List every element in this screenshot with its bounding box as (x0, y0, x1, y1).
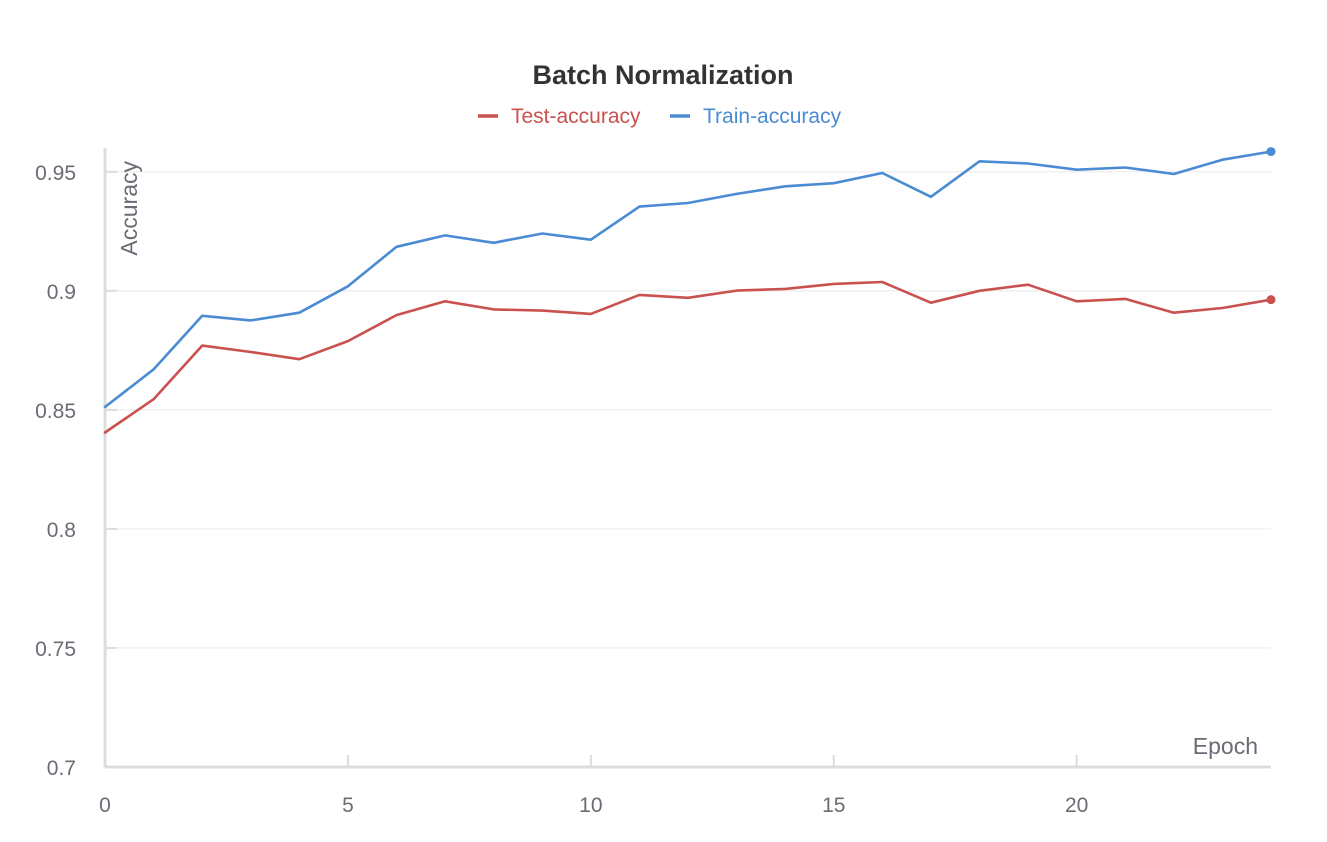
x-axis-ticks: 0 5 10 15 20 (99, 755, 1088, 817)
x-tick-label: 0 (99, 794, 111, 817)
chart-title: Batch Normalization (532, 60, 793, 90)
y-tick-label: 0.8 (47, 519, 76, 542)
y-axis-title: Accuracy (116, 161, 142, 256)
grid-lines (105, 171, 1271, 649)
x-tick-label: 5 (342, 794, 354, 817)
y-axis-ticks: 0.7 0.75 0.8 0.85 0.9 0.95 (35, 162, 117, 780)
axes (103, 148, 1271, 769)
series-line-test-accuracy (103, 280, 1273, 434)
y-tick-label: 0.95 (35, 162, 76, 185)
y-tick-label: 0.7 (47, 757, 76, 780)
x-axis-title: Epoch (1193, 733, 1258, 759)
series-end-point-train-accuracy (1266, 147, 1276, 157)
series-end-point-test-accuracy (1266, 295, 1276, 305)
legend-label: Train-accuracy (703, 105, 842, 128)
y-tick-label: 0.9 (47, 281, 76, 304)
x-tick-label: 15 (822, 794, 845, 817)
legend-label: Test-accuracy (511, 105, 641, 128)
series-lines (103, 147, 1276, 434)
legend-item-test-accuracy: Test-accuracy (478, 105, 641, 128)
y-tick-label: 0.75 (35, 638, 76, 661)
legend-item-train-accuracy: Train-accuracy (670, 105, 842, 128)
x-tick-label: 20 (1065, 794, 1088, 817)
series-line-train-accuracy (103, 150, 1273, 409)
y-tick-label: 0.85 (35, 400, 76, 423)
legend: Test-accuracy Train-accuracy (478, 105, 842, 128)
x-tick-label: 10 (579, 794, 602, 817)
